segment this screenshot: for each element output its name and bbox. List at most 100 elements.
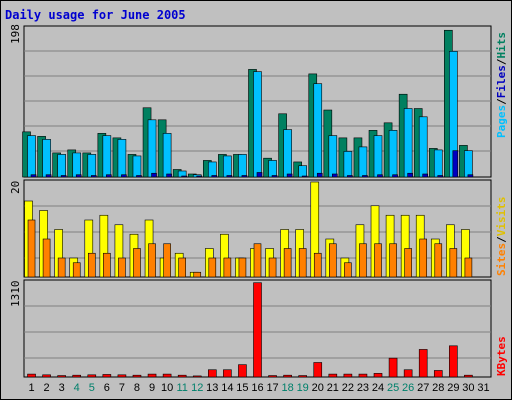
bar-sites-day-27: [419, 238, 428, 278]
x-tick-day-26: 26: [402, 382, 415, 394]
bar-kbytes-day-25: [388, 357, 398, 378]
bar-sites-day-14: [223, 257, 232, 278]
bar-pages-day-11: [181, 175, 187, 178]
x-tick-day-17: 17: [266, 382, 279, 394]
y-max-hits-label: 198: [9, 24, 22, 44]
bar-kbytes-day-20: [313, 362, 323, 378]
bar-files-day-15: [238, 154, 247, 178]
bar-files-day-16: [253, 71, 262, 178]
bar-sites-day-8: [133, 248, 141, 278]
bar-kbytes-day-21: [328, 373, 338, 378]
x-tick-day-12: 12: [191, 382, 204, 394]
x-tick-day-10: 10: [160, 382, 174, 394]
x-tick-day-15: 15: [236, 382, 249, 394]
legend-visits: Visits: [495, 196, 508, 237]
bar-sites-day-16: [253, 243, 262, 278]
bar-files-day-9: [147, 119, 157, 178]
legend-sep-2: /: [495, 58, 508, 66]
bar-pages-day-23: [362, 175, 368, 178]
legend-kbytes: KBytes: [495, 336, 508, 376]
bar-kbytes-day-17: [268, 375, 277, 378]
bar-kbytes-day-26: [403, 369, 413, 378]
x-tick-day-1: 1: [28, 382, 35, 394]
legend-sep-3: /: [495, 236, 508, 243]
x-tick-day-6: 6: [103, 382, 110, 394]
x-tick-day-9: 9: [148, 382, 156, 394]
x-tick-day-18: 18: [281, 382, 294, 394]
bar-kbytes-day-24: [373, 373, 383, 378]
bar-files-day-1: [27, 135, 36, 178]
bar-kbytes-day-19: [298, 375, 307, 378]
bar-sites-day-3: [57, 257, 66, 278]
bar-pages-day-14: [226, 175, 233, 178]
bar-sites-day-28: [434, 243, 443, 278]
legend-middle: Sites/Visits: [495, 197, 508, 277]
bar-pages-day-17: [271, 175, 278, 178]
bar-pages-day-5: [90, 175, 97, 178]
bar-sites-day-11: [178, 257, 186, 278]
legend-sites: Sites: [495, 242, 508, 276]
bar-files-day-20: [313, 83, 323, 178]
bar-pages-day-19: [301, 175, 308, 178]
x-tick-day-31: 31: [477, 382, 490, 394]
bar-kbytes-day-9: [147, 373, 157, 378]
bar-sites-day-18: [283, 248, 292, 278]
bar-pages-day-7: [121, 174, 127, 178]
x-tick-day-8: 8: [133, 382, 141, 394]
bar-sites-day-1: [27, 219, 36, 278]
x-tick-day-24: 24: [371, 382, 385, 394]
x-tick-day-19: 19: [296, 382, 309, 394]
bar-files-day-14: [223, 155, 232, 178]
bar-pages-day-1: [30, 174, 37, 178]
bar-pages-day-27: [422, 173, 429, 178]
bar-pages-day-10: [166, 173, 172, 178]
bar-pages-day-28: [437, 175, 444, 178]
bar-sites-day-29: [449, 248, 458, 278]
bar-sites-day-5: [87, 252, 96, 278]
bar-files-day-27: [418, 116, 428, 178]
bar-pages-day-3: [60, 175, 67, 178]
x-tick-day-23: 23: [356, 382, 370, 394]
bar-sites-day-6: [103, 252, 111, 278]
bar-files-day-28: [433, 149, 443, 178]
bar-files-day-17: [268, 160, 277, 178]
x-tick-day-13: 13: [206, 382, 219, 394]
bar-files-day-23: [358, 146, 368, 178]
x-tick-day-16: 16: [251, 382, 264, 394]
bar-files-day-3: [57, 154, 66, 178]
bar-files-day-13: [208, 161, 217, 178]
x-tick-day-2: 2: [43, 382, 50, 394]
bar-sites-day-22: [344, 262, 352, 278]
bar-sites-day-15: [238, 257, 247, 278]
bar-sites-day-19: [298, 248, 307, 278]
x-tick-day-7: 7: [118, 382, 125, 394]
y-max-visits-label: 20: [9, 180, 22, 194]
bar-kbytes-day-8: [132, 374, 142, 378]
bar-files-day-10: [162, 133, 172, 178]
bar-sites-day-24: [374, 243, 382, 278]
bar-kbytes-day-22: [343, 373, 353, 378]
x-tick-day-4: 4: [73, 382, 80, 394]
bar-files-day-18: [283, 129, 292, 178]
bar-pages-day-4: [75, 174, 82, 178]
bar-kbytes-day-7: [117, 374, 127, 378]
bar-kbytes-day-10: [162, 373, 172, 378]
bar-kbytes-day-16: [253, 282, 262, 378]
bar-kbytes-day-11: [177, 374, 187, 378]
bar-files-day-21: [328, 135, 338, 178]
bar-pages-day-30: [467, 174, 474, 178]
bar-pages-day-13: [211, 175, 218, 178]
legend-files: Files: [495, 65, 508, 99]
legend-hits: Hits: [495, 32, 508, 59]
legend-bottom: KBytes: [495, 336, 508, 376]
bar-sites-day-10: [163, 243, 171, 278]
bar-pages-day-8: [136, 175, 142, 178]
bar-pages-day-12: [196, 175, 203, 178]
legend-top: Pages/Files/Hits: [495, 32, 508, 138]
bar-kbytes-day-2: [42, 374, 51, 378]
bar-files-day-30: [464, 150, 473, 178]
bar-sites-day-4: [72, 262, 81, 278]
bar-kbytes-day-14: [223, 369, 232, 378]
bar-sites-day-21: [329, 243, 337, 278]
